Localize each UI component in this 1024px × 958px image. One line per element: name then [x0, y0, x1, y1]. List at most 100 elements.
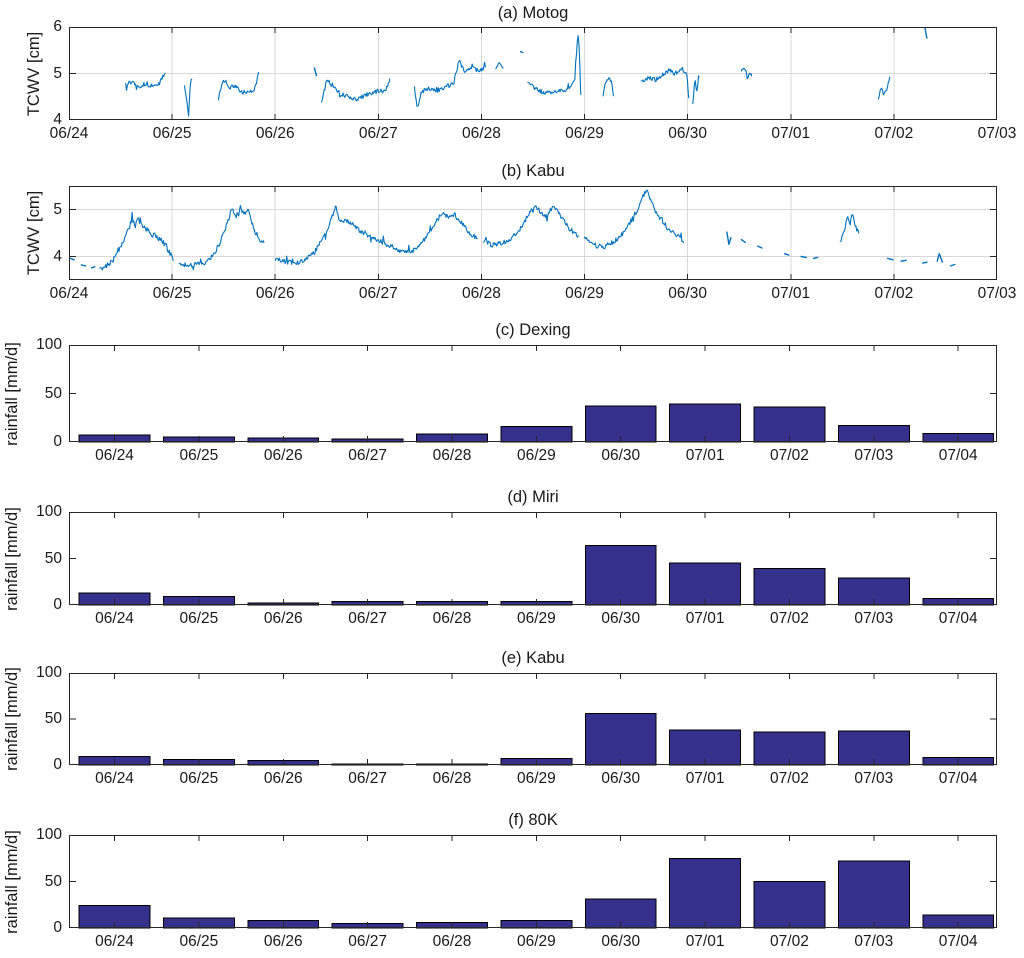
x-tick-label: 07/04	[938, 770, 978, 787]
x-tick-label: 06/26	[255, 285, 295, 302]
tcwv-trace-segment	[740, 67, 753, 79]
x-tick-label: 06/29	[516, 933, 556, 950]
tcwv-trace-segment	[839, 214, 860, 242]
y-tick-label: 50	[44, 710, 62, 727]
x-tick-label: 06/24	[49, 285, 89, 302]
y-tick-label: 100	[36, 336, 62, 353]
y-tick-label: 0	[53, 433, 62, 450]
x-tick-label: 07/02	[874, 125, 914, 142]
axes-box	[69, 512, 997, 605]
x-tick-label: 06/27	[348, 447, 388, 464]
axes-box	[69, 345, 997, 442]
tcwv-trace-segment	[877, 76, 891, 100]
tcwv-trace-segment	[922, 261, 928, 264]
y-tick-label: 100	[36, 826, 62, 843]
y-tick-label: 0	[53, 756, 62, 773]
x-tick-label: 06/28	[462, 125, 501, 142]
x-tick-label: 06/26	[263, 933, 303, 950]
x-tick-label: 07/04	[938, 933, 978, 950]
x-tick-label: 06/25	[152, 125, 192, 142]
panel-title: (c) Dexing	[495, 321, 571, 339]
x-tick-label: 07/01	[685, 770, 725, 787]
x-tick-label: 07/02	[770, 770, 809, 787]
y-tick-label: 50	[44, 872, 62, 890]
y-tick-label: 50	[44, 549, 62, 567]
tcwv-trace-segment	[482, 205, 579, 248]
axes-box	[69, 186, 997, 280]
panel-title: (b) Kabu	[501, 162, 565, 180]
y-tick-label: 0	[53, 596, 62, 613]
tcwv-trace-segment	[602, 77, 614, 97]
x-tick-label: 07/01	[771, 285, 811, 302]
x-tick-label: 06/29	[516, 770, 556, 787]
y-tick-label: 100	[36, 503, 62, 520]
rainfall-bar	[837, 860, 910, 929]
tcwv-trace-segment	[887, 257, 894, 261]
tcwv-trace-segment	[936, 252, 944, 263]
y-tick-label: 4	[53, 111, 62, 128]
tcwv-trace-segment	[413, 59, 487, 107]
tcwv-trace-segment	[640, 66, 690, 99]
panel-title: (a) Motog	[497, 4, 569, 22]
x-tick-label: 06/30	[601, 933, 641, 950]
x-tick-label: 06/25	[179, 770, 219, 787]
tcwv-trace-segment	[900, 259, 907, 262]
tcwv-trace-segment	[99, 211, 174, 271]
tcwv-trace-segment	[125, 72, 166, 91]
plot-area	[69, 673, 997, 766]
panel-title: (e) Kabu	[501, 649, 565, 667]
x-tick-label: 06/28	[432, 770, 472, 787]
x-tick-label: 07/03	[854, 610, 894, 627]
rainfall-bar	[753, 881, 826, 929]
x-tick-label: 06/28	[432, 610, 472, 627]
plot-area	[69, 27, 997, 120]
rainfall-bar	[837, 577, 910, 606]
x-tick-label: 06/24	[95, 770, 134, 787]
axes-box	[69, 673, 997, 765]
x-tick-label: 07/04	[938, 447, 978, 464]
x-tick-label: 06/30	[668, 125, 708, 142]
rainfall-bar	[837, 730, 910, 766]
rainfall-bar	[753, 568, 826, 606]
tcwv-trace-segment	[90, 266, 96, 269]
x-tick-label: 07/02	[770, 933, 809, 950]
tcwv-trace-segment	[217, 72, 260, 101]
tcwv-trace-segment	[321, 78, 391, 103]
rainfall-bar	[584, 712, 657, 766]
x-tick-label: 07/02	[874, 285, 914, 302]
x-tick-label: 07/03	[977, 125, 1017, 142]
x-tick-label: 07/03	[854, 447, 894, 464]
x-tick-label: 06/27	[348, 610, 388, 627]
rainfall-bar	[669, 562, 742, 606]
tcwv-trace-segment	[757, 245, 763, 249]
x-tick-label: 06/29	[516, 447, 556, 464]
tcwv-trace-segment	[274, 205, 478, 265]
x-tick-label: 06/24	[95, 933, 134, 950]
x-tick-label: 06/28	[462, 285, 501, 302]
tcwv-trace-segment	[584, 189, 685, 250]
x-tick-label: 06/26	[255, 125, 295, 142]
x-tick-label: 06/25	[179, 447, 219, 464]
x-tick-label: 07/01	[771, 125, 811, 142]
x-tick-label: 06/25	[152, 285, 192, 302]
x-tick-label: 06/26	[263, 770, 303, 787]
y-tick-label: 100	[36, 664, 62, 681]
x-tick-label: 06/24	[95, 447, 134, 464]
rainfall-bar	[584, 544, 657, 606]
x-tick-label: 06/29	[565, 125, 604, 142]
tcwv-trace-segment	[812, 256, 819, 260]
tcwv-trace-segment	[949, 263, 956, 267]
tcwv-trace-segment	[924, 27, 928, 39]
axes-box	[69, 835, 997, 928]
x-tick-label: 07/03	[977, 285, 1017, 302]
tcwv-trace-segment	[800, 255, 807, 259]
y-tick-label: 50	[44, 384, 62, 402]
x-tick-label: 06/27	[348, 933, 388, 950]
x-tick-label: 07/01	[685, 447, 725, 464]
tcwv-trace-segment	[313, 67, 318, 77]
tcwv-trace-segment	[692, 75, 700, 105]
x-tick-label: 06/27	[348, 770, 388, 787]
x-tick-label: 06/28	[432, 933, 472, 950]
plot-area	[69, 186, 997, 280]
